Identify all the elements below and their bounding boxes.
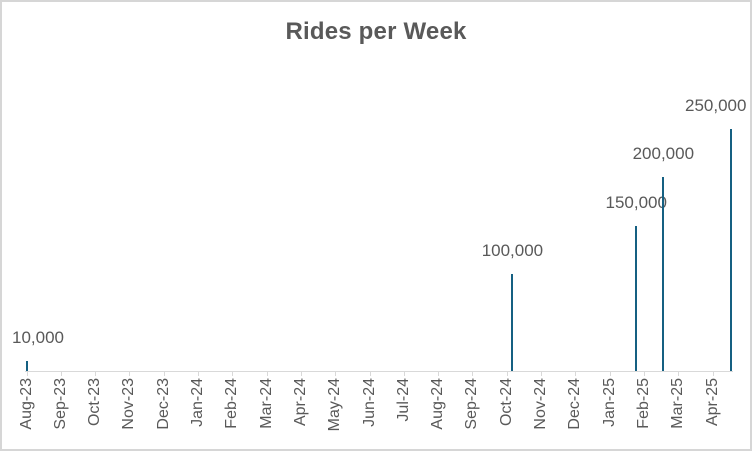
axis-tick — [163, 371, 165, 376]
stem-data-label: 100,000 — [481, 241, 544, 261]
x-axis-label: Jan-24 — [189, 378, 206, 427]
x-axis-label: Apr-25 — [703, 378, 721, 427]
stem-data-label: 250,000 — [685, 96, 747, 115]
axis-tick — [95, 371, 97, 376]
axis-tick — [472, 371, 474, 376]
x-axis-label: Feb-25 — [634, 378, 652, 429]
axis-tick — [26, 371, 28, 376]
x-axis-label: Jun-24 — [360, 378, 378, 427]
x-axis-label: Apr-24 — [291, 378, 309, 427]
x-axis-label: Aug-23 — [17, 378, 35, 430]
stem-bar — [635, 225, 637, 371]
axis-tick — [712, 371, 714, 376]
x-axis-label: Mar-25 — [669, 378, 687, 429]
x-axis-label: Dec-24 — [566, 378, 584, 430]
chart-title: Rides per Week — [285, 18, 467, 45]
stem-bar — [730, 129, 733, 371]
axis-tick — [266, 371, 268, 376]
stem-data-label: 10,000 — [12, 328, 64, 348]
axis-tick — [541, 371, 542, 376]
x-axis-label: Nov-24 — [532, 378, 549, 430]
axis-tick — [609, 371, 611, 376]
axis-tick — [506, 371, 508, 376]
stem-data-label: 200,000 — [632, 144, 695, 164]
x-axis-label: Jul-24 — [394, 378, 412, 422]
axis-tick — [438, 371, 440, 376]
x-axis-label: Jan-25 — [600, 378, 618, 427]
axis-tick — [678, 371, 680, 376]
x-axis-label: Sep-24 — [463, 378, 481, 430]
axis-tick — [198, 371, 199, 376]
x-axis-label: Mar-24 — [257, 378, 275, 429]
axis-tick — [60, 371, 62, 376]
stem-bar — [662, 177, 665, 371]
stem-bar — [25, 361, 28, 371]
stem-bar — [511, 274, 514, 371]
axis-tick — [129, 371, 131, 376]
axis-tick — [403, 371, 405, 376]
axis-tick — [643, 371, 645, 376]
x-axis-label: Sep-23 — [51, 378, 69, 430]
stem-data-label: 150,000 — [605, 192, 667, 212]
x-axis-line — [25, 371, 733, 372]
axis-tick — [232, 371, 234, 376]
axis-tick — [369, 371, 371, 376]
x-axis-label: Dec-23 — [154, 378, 172, 430]
axis-tick — [575, 371, 577, 376]
x-axis-label: Feb-24 — [223, 378, 241, 429]
axis-tick — [300, 371, 302, 376]
x-axis-label: Aug-24 — [429, 378, 447, 430]
x-axis-label: Nov-23 — [120, 378, 138, 430]
x-axis-label: Oct-24 — [497, 378, 515, 427]
x-axis-label: Oct-23 — [86, 378, 104, 427]
axis-tick — [335, 371, 337, 376]
x-axis-label: May-24 — [326, 378, 344, 432]
